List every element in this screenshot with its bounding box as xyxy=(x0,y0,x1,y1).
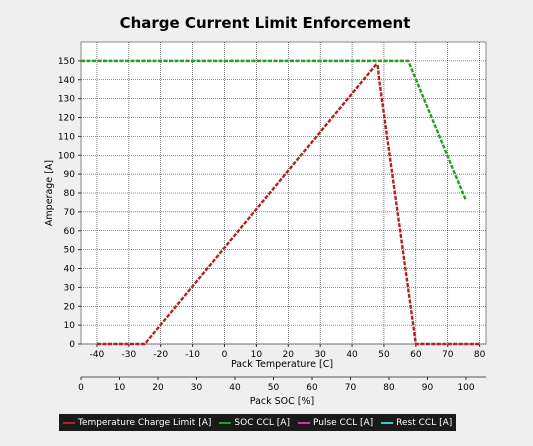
x-tick-label: 0 xyxy=(222,350,228,360)
y-tick-label: 30 xyxy=(64,283,76,293)
legend-item: SOC CCL [A] xyxy=(219,418,290,428)
legend-swatch xyxy=(297,421,310,424)
y-tick-label: 80 xyxy=(64,189,76,199)
x2-tick-label: 60 xyxy=(306,383,318,393)
y-tick-label: 110 xyxy=(58,132,75,142)
x2-tick-label: 40 xyxy=(229,383,241,393)
y-tick-label: 50 xyxy=(64,246,76,256)
legend-item: Pulse CCL [A] xyxy=(297,417,374,428)
x-tick-label: 80 xyxy=(474,350,486,360)
y-tick-label: 140 xyxy=(58,76,75,86)
legend-item: Rest CCL [A] xyxy=(381,418,452,428)
y-tick-label: 10 xyxy=(64,321,76,331)
x-tick-label: 60 xyxy=(410,350,422,360)
legend-swatch xyxy=(63,421,75,424)
x-tick-label: 30 xyxy=(314,350,326,360)
y-tick-label: 70 xyxy=(64,208,76,218)
legend-label: SOC CCL [A] xyxy=(234,417,290,428)
legend-swatch xyxy=(219,421,232,424)
x-tick-label: -10 xyxy=(185,350,200,360)
x2-tick-label: 100 xyxy=(457,383,474,393)
y-tick-label: 20 xyxy=(64,302,76,312)
series-line-soc-ccl-a xyxy=(81,59,468,202)
legend: Temperature Charge Limit [A] SOC CCL [A] P… xyxy=(59,414,457,431)
x-tick-label: 10 xyxy=(251,350,263,360)
x2-tick-label: 80 xyxy=(383,383,395,393)
x-tick-label: 50 xyxy=(378,350,390,360)
series-lines xyxy=(81,59,480,346)
grid-lines xyxy=(81,42,486,345)
x-tick-label: -40 xyxy=(90,350,105,360)
x2-tick-label: 20 xyxy=(152,383,164,393)
y-tick-label: 100 xyxy=(58,151,75,161)
y-tick-label: 90 xyxy=(64,170,76,180)
legend-item: Temperature Charge Limit [A] xyxy=(63,418,211,428)
y-tick-label: 120 xyxy=(58,114,75,124)
y-tick-label: 40 xyxy=(64,265,76,275)
x2-tick-label: 30 xyxy=(191,383,203,393)
y-tick-label: 130 xyxy=(58,95,75,105)
legend-label: Temperature Charge Limit [A] xyxy=(78,417,212,428)
x2-tick-label: 90 xyxy=(422,383,434,393)
chart-title: Charge Current Limit Enforcement xyxy=(120,14,411,32)
y-tick-label: 150 xyxy=(58,57,75,67)
series-line-temperature-charge-limit-a xyxy=(96,63,480,346)
x2-tick-label: 0 xyxy=(78,383,84,393)
x-tick-label: 40 xyxy=(346,350,358,360)
x-axis-label: Pack Temperature [C] xyxy=(231,359,333,370)
x-tick-label: 20 xyxy=(283,350,295,360)
y-tick-label: 60 xyxy=(64,227,76,237)
x2-axis-label: Pack SOC [%] xyxy=(250,396,314,407)
x2-tick-label: 10 xyxy=(114,383,126,393)
legend-label: Pulse CCL [A] xyxy=(312,417,374,428)
x2-tick-label: 70 xyxy=(345,383,357,393)
y-tick-label: 0 xyxy=(69,340,75,350)
x-tick-label: -20 xyxy=(153,350,168,360)
x2-tick-label: 50 xyxy=(268,383,280,393)
x-tick-label: -30 xyxy=(121,350,136,360)
x-tick-label: 70 xyxy=(442,350,454,360)
axes: 0102030405060708090100110120130140150-40… xyxy=(58,57,486,393)
legend-swatch xyxy=(381,421,394,424)
legend-label: Rest CCL [A] xyxy=(396,417,453,428)
y-axis-label: Amperage [A] xyxy=(44,160,55,226)
